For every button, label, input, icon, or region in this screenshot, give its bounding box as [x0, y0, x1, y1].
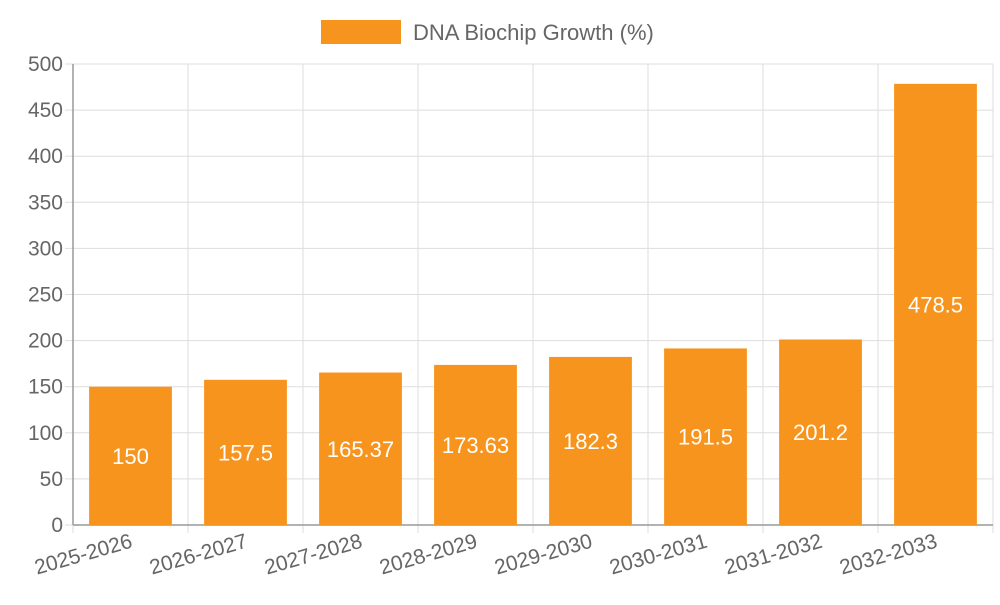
x-tick-label: 2025-2026 — [32, 530, 135, 580]
y-tick-label: 250 — [28, 284, 63, 307]
y-tick-label: 200 — [28, 330, 63, 353]
data-label: 478.5 — [908, 292, 963, 317]
data-label: 165.37 — [327, 437, 394, 462]
x-tick-label: 2032-2033 — [837, 530, 940, 580]
y-tick-label: 350 — [28, 191, 63, 214]
x-tick-label: 2026-2027 — [147, 530, 250, 580]
bar-2027-2028[interactable] — [319, 372, 402, 525]
y-tick-label: 400 — [28, 145, 63, 168]
y-tick-label: 150 — [28, 376, 63, 399]
gridlines — [73, 63, 994, 525]
bar-2031-2032[interactable] — [779, 339, 862, 525]
data-label: 201.2 — [793, 420, 848, 445]
bar-2026-2027[interactable] — [204, 379, 287, 525]
data-labels: 150 157.5 165.37 173.63 182.3 191.5 201.2 478.5 — [112, 292, 963, 468]
legend-label[interactable]: DNA Biochip Growth (%) — [413, 20, 654, 45]
y-tick-label: 500 — [28, 53, 63, 76]
x-tick-label: 2027-2028 — [262, 530, 365, 580]
legend-swatch[interactable] — [321, 20, 401, 44]
bar-2032-2033[interactable] — [894, 83, 977, 525]
bar-2030-2031[interactable] — [664, 348, 747, 525]
bar-2028-2029[interactable] — [434, 364, 517, 525]
y-tick-label: 0 — [51, 514, 63, 537]
y-tick-label: 300 — [28, 237, 63, 260]
data-label: 150 — [112, 444, 149, 469]
x-tick-label: 2028-2029 — [377, 530, 480, 580]
legend[interactable]: DNA Biochip Growth (%) — [321, 20, 654, 45]
y-tick-label: 100 — [28, 422, 63, 445]
data-label: 191.5 — [678, 425, 733, 450]
bars — [89, 83, 977, 525]
bar-2025-2026[interactable] — [89, 386, 172, 525]
y-tick-label: 50 — [40, 468, 63, 491]
data-label: 173.63 — [442, 433, 509, 458]
x-tick-label: 2030-2031 — [607, 530, 710, 580]
y-tick-label: 450 — [28, 99, 63, 122]
x-tick-label: 2031-2032 — [722, 530, 825, 580]
data-label: 157.5 — [218, 440, 273, 465]
x-tick-label: 2029-2030 — [492, 530, 595, 580]
data-label: 182.3 — [563, 429, 618, 454]
bar-2029-2030[interactable] — [549, 356, 632, 525]
